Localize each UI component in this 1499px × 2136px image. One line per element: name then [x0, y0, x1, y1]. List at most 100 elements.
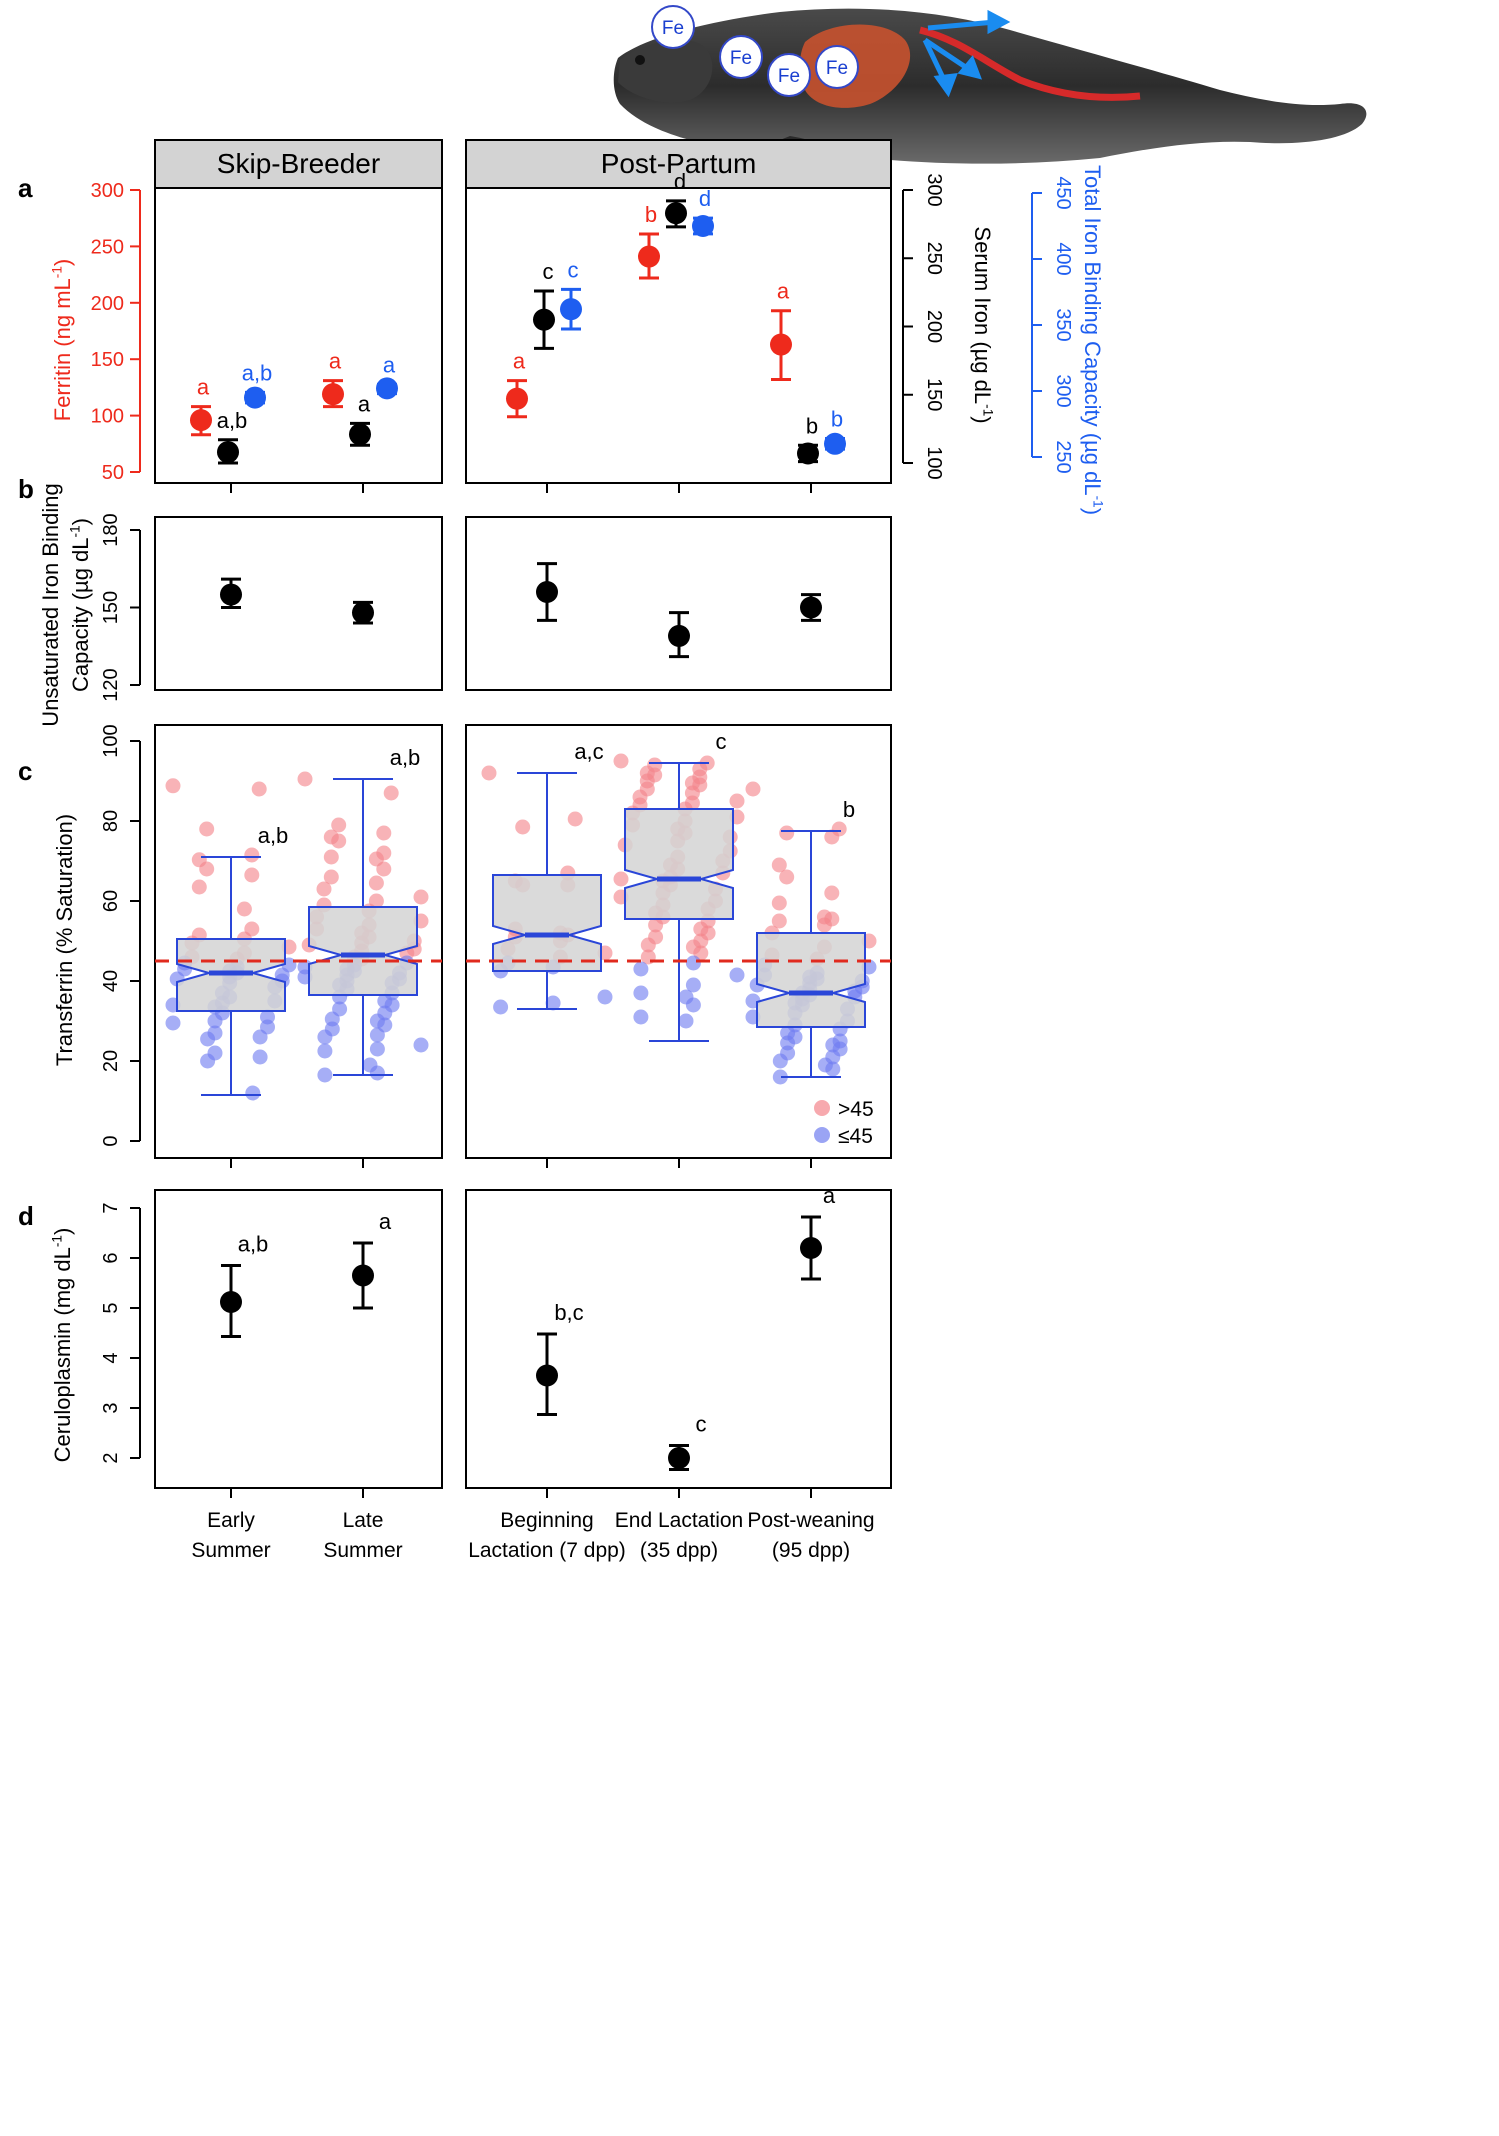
tibc-point-letter: a,b	[242, 360, 273, 385]
transferrin-letter: a,b	[390, 745, 421, 770]
ferritin-axis-tick-label: 300	[91, 180, 124, 202]
serum-iron-axis-title-sup: -1	[980, 404, 995, 416]
transferrin-point-high	[323, 849, 339, 865]
ferritin-point	[638, 245, 660, 268]
ferritin-axis-title: Ferritin (ng mL-1)	[50, 259, 75, 422]
uibc-point	[668, 624, 690, 647]
transferrin-point-high	[567, 811, 583, 827]
tibc-point	[824, 432, 846, 455]
ceruloplasmin-point	[352, 1264, 374, 1287]
transferrin-point-high	[316, 881, 332, 897]
iron-bubble	[767, 53, 811, 97]
transferrin-point-low	[200, 1031, 216, 1047]
panel-b-yaxis-tick-label: 180	[100, 513, 122, 546]
serum-iron-axis-title: Serum Iron (µg dL-1)	[970, 226, 995, 423]
panel-d-ylabel-close: )	[50, 1228, 75, 1235]
iron-bubble-label: Fe	[826, 58, 848, 79]
transferrin-point-low	[772, 1053, 788, 1069]
seal-blood-vessel	[919, 26, 1141, 101]
serum-iron-axis-tick-label: 250	[923, 242, 945, 275]
panel-d: d 2 3 4 5 6 7 Ceruloplasmin (mg dL-1) a,b a b,c c a	[18, 1183, 892, 1498]
transferrin-point-low	[633, 961, 649, 977]
ceruloplasmin-point	[800, 1237, 822, 1259]
x-label-line2: (95 dpp)	[772, 1539, 850, 1562]
x-label-line1: Late	[343, 1509, 384, 1532]
transferrin-point-high	[481, 765, 497, 781]
transferrin-box	[308, 906, 418, 996]
transferrin-point-low	[252, 1029, 268, 1045]
transferrin-point-low	[200, 1053, 216, 1069]
iron-bubble	[719, 35, 763, 79]
tibc-point-letter: c	[568, 257, 579, 282]
iron-bubble-label: Fe	[730, 48, 752, 69]
uibc-point	[220, 583, 242, 606]
transferrin-point-low	[545, 995, 561, 1011]
panel-c-yaxis-tick-label: 60	[100, 890, 122, 912]
transferrin-point-low	[685, 977, 701, 993]
ceruloplasmin-letter: a,b	[238, 1232, 269, 1257]
x-label-line1: Early	[207, 1509, 255, 1532]
tibc-point-letter: a	[383, 352, 396, 377]
seal-eye	[635, 55, 645, 65]
panel-c-yaxis-tick-label: 20	[100, 1050, 122, 1072]
serum-iron-point-letter: a	[358, 391, 371, 416]
serum-iron-axis-tick-label: 100	[923, 446, 945, 479]
transferrin-point-high	[515, 819, 531, 835]
transferrin-point-low	[772, 1069, 788, 1085]
serum-iron-point-letter: b	[806, 413, 818, 438]
serum-iron-axis-tick-label: 300	[923, 173, 945, 206]
transferrin-point-low	[413, 1037, 429, 1053]
transferrin-point-high	[729, 793, 745, 809]
panel-d-frame-skip-breeder	[154, 1189, 443, 1489]
ferritin-point	[770, 333, 792, 356]
ferritin-point-letter: a	[513, 349, 526, 374]
transferrin-letter: c	[716, 729, 727, 754]
panel-d-yaxis-tick-label: 6	[100, 1252, 122, 1263]
panel-letter-b: b	[18, 474, 34, 504]
ferritin-point	[190, 409, 212, 432]
panel-c-ylabel: Transferrin (% Saturation)	[52, 814, 77, 1066]
serum-iron-point	[665, 202, 687, 225]
tibc-axis-title-main: Total Iron Binding Capacity (µg dL	[1080, 165, 1105, 496]
transferrin-point-high	[297, 771, 313, 787]
serum-iron-axis-tick-label: 200	[923, 310, 945, 343]
panel-b-yaxis-tick-label: 120	[100, 668, 122, 701]
transferrin-point-low	[369, 1065, 385, 1081]
transferrin-point-low	[685, 955, 701, 971]
uibc-point	[536, 581, 558, 603]
serum-iron-point-letter: a,b	[217, 408, 248, 433]
x-axis-labels: Early Summer Late Summer Beginning Lactation …	[191, 1509, 874, 1562]
ferritin-axis-title-sup: -1	[50, 266, 65, 278]
panel-d-ylabel: Ceruloplasmin (mg dL-1)	[50, 1228, 75, 1463]
uibc-point	[352, 601, 374, 624]
transferrin-point-low	[207, 1013, 223, 1029]
panel-b-ylabel-line1: Unsaturated Iron Binding	[38, 483, 63, 726]
tibc-axis-tick-label: 300	[1052, 374, 1074, 407]
transferrin-point-low	[317, 1029, 333, 1045]
tibc-axis-tick-label: 250	[1052, 440, 1074, 473]
transferrin-point-high	[199, 861, 215, 877]
serum-iron-axis-tick-label: 150	[923, 378, 945, 411]
ferritin-point-letter: b	[645, 202, 657, 227]
transferrin-point-low	[245, 1085, 261, 1101]
transferrin-box	[756, 932, 866, 1028]
transferrin-letter: b	[843, 797, 855, 822]
transferrin-point-high	[648, 917, 664, 933]
panel-d-ylabel-main: Ceruloplasmin (mg dL	[50, 1247, 75, 1462]
transferrin-point-high	[613, 753, 629, 769]
transferrin-point-low	[317, 1067, 333, 1083]
facet-strip-post-partum-label: Post-Partum	[601, 148, 757, 179]
transferrin-point-high	[383, 785, 399, 801]
serum-iron-point	[217, 441, 239, 464]
legend-marker-high	[814, 1100, 830, 1116]
ceruloplasmin-point	[220, 1291, 242, 1313]
transferrin-point-low	[369, 1027, 385, 1043]
transferrin-point-low	[252, 1049, 268, 1065]
transferrin-point-high	[251, 781, 267, 797]
transferrin-box	[624, 808, 734, 920]
ceruloplasmin-point	[668, 1447, 690, 1469]
ferritin-axis-tick-label: 150	[91, 349, 124, 371]
iron-bubble	[815, 45, 859, 89]
panel-letter-d: d	[18, 1201, 34, 1231]
